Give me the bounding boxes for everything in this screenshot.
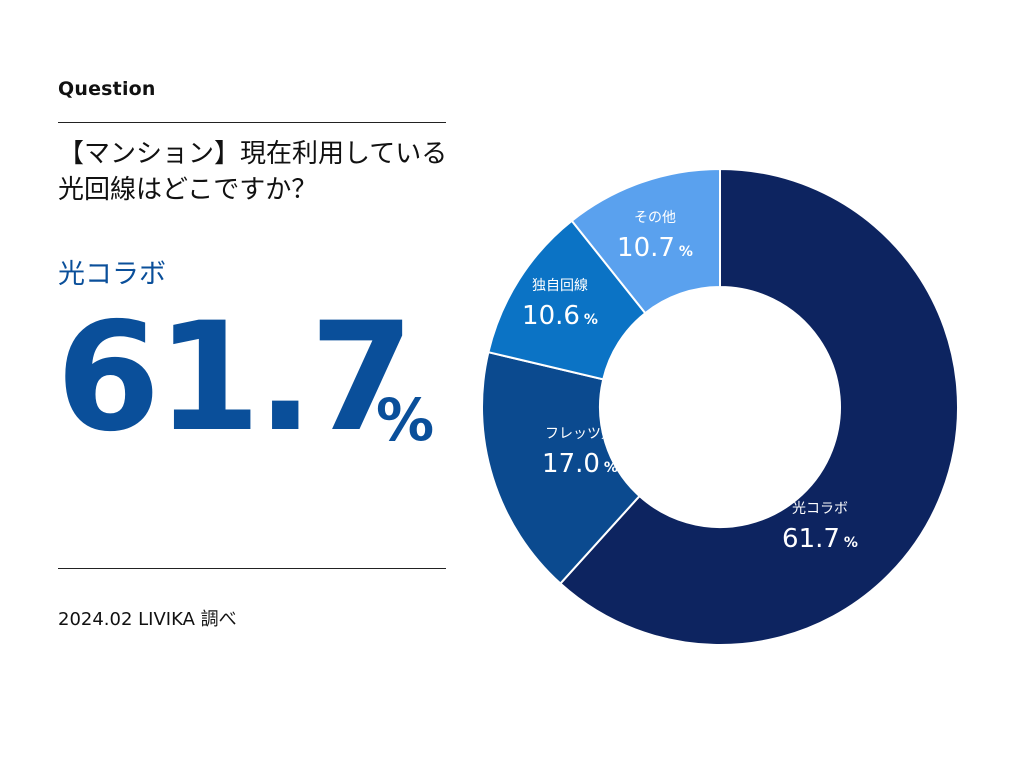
donut-slice-1: [558, 167, 959, 646]
bottom-divider: [58, 568, 446, 569]
question-text: 【マンション】現在利用している 光回線はどこですか？: [58, 136, 528, 208]
slice-label-2: フレッツ光: [545, 426, 615, 442]
highlight-value: 61.7: [56, 291, 414, 465]
donut-slice-4: [570, 167, 721, 315]
slice-label-3: 独自回線: [532, 278, 588, 294]
slice-label-4: その他: [634, 210, 676, 226]
question-line-1: 【マンション】現在利用している: [58, 139, 448, 169]
slice-label-1: 光コラボ: [792, 501, 848, 517]
slice-value-4: 10.7%: [617, 233, 693, 263]
top-divider: [58, 122, 446, 123]
highlight-unit: %: [376, 386, 435, 454]
slice-value-1: 61.7%: [782, 524, 858, 554]
source-note: 2024.02 LIVIKA 調べ: [58, 609, 237, 630]
question-line-2: 光回線はどこですか？: [58, 175, 318, 205]
highlight-label: 光コラボ: [58, 259, 166, 290]
slice-value-3: 10.6%: [522, 301, 598, 331]
question-label: Question: [58, 78, 156, 100]
donut-slice-2: [481, 350, 641, 585]
slice-value-2: 17.0%: [542, 449, 618, 479]
